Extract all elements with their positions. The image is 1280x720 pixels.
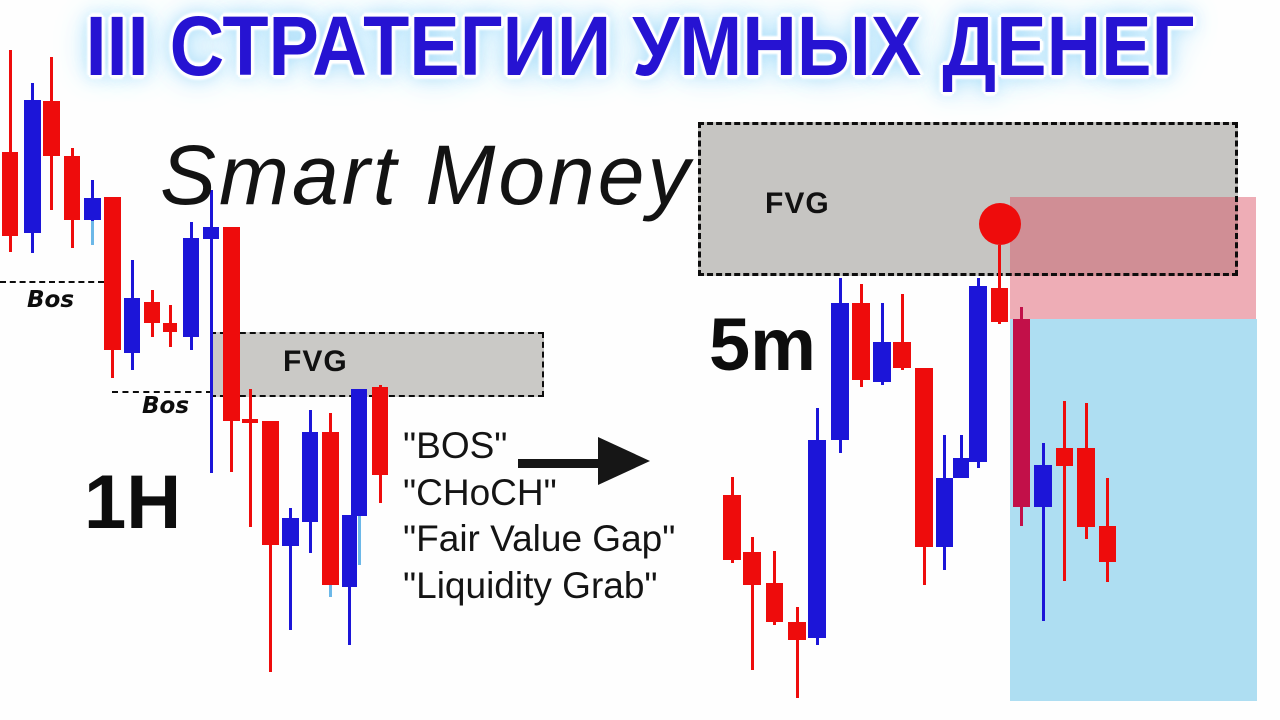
candle-1h-14	[262, 421, 279, 545]
fvg-zone-5m-fill	[698, 122, 1238, 276]
candle-5m-2	[743, 552, 761, 585]
candle-wick-5m-14	[998, 245, 1001, 324]
candle-wick2-1h-19	[357, 516, 361, 565]
candle-1h-16	[302, 432, 318, 522]
candle-wick-5m-17	[1063, 401, 1066, 581]
discount-zone	[1010, 319, 1257, 701]
candle-1h-19	[351, 389, 367, 516]
candle-1h-11	[203, 227, 219, 239]
candle-5m-12	[953, 458, 969, 478]
candle-1h-9	[163, 323, 177, 332]
candle-1h-5	[84, 198, 101, 220]
candle-1h-6	[104, 197, 121, 350]
candle-1h-3	[43, 101, 60, 156]
term-bos: "BOS"	[403, 425, 508, 466]
page-title: III СТРАТЕГИИ УМНЫХ ДЕНЕГ	[85, 0, 1195, 93]
candle-1h-1	[2, 152, 18, 236]
fvg-label-1h: FVG	[283, 345, 348, 378]
term-liquidity-grab: "Liquidity Grab"	[403, 564, 658, 606]
candle-5m-7	[852, 303, 870, 380]
timeframe-label-5m: 5m	[709, 303, 816, 386]
candle-wick-1h-1	[8, 50, 12, 252]
candle-5m-14	[991, 288, 1008, 322]
premium-zone	[1010, 197, 1256, 319]
candle-5m-4	[788, 622, 806, 640]
subtitle-smart-money: Smart Money	[160, 128, 693, 222]
candle-5m-5	[808, 440, 826, 638]
candle-5m-15	[1013, 319, 1030, 507]
candle-5m-11	[936, 478, 953, 547]
candle-5m-8	[873, 342, 891, 382]
bos-label-1: Bos	[27, 287, 75, 313]
bos-line-1h-2	[112, 391, 212, 393]
terms-list: "BOS" "CHoCH" "Fair Value Gap" "Liquidit…	[403, 423, 675, 609]
fvg-zone-5m-border	[698, 122, 1238, 276]
candle-1h-4	[64, 156, 80, 220]
candle-5m-17	[1056, 448, 1073, 466]
arrow-shaft	[518, 459, 602, 468]
entry-marker-circle	[979, 203, 1021, 245]
candle-wick-5m-16	[1041, 443, 1045, 621]
candle-5m-6	[831, 303, 849, 440]
candle-wick2-1h-5	[91, 221, 94, 245]
term-choch: "CHoCH"	[403, 471, 557, 513]
arrow-head	[598, 437, 650, 485]
candle-wick-1h-13	[248, 389, 252, 527]
candle-5m-13	[969, 286, 987, 462]
title-wrap: III СТРАТЕГИИ УМНЫХ ДЕНЕГ	[0, 4, 1280, 88]
candle-1h-17	[322, 432, 339, 585]
candle-wick2-1h-17	[329, 585, 332, 597]
fvg-label-5m: FVG	[765, 187, 830, 220]
candle-wick-1h-14	[269, 421, 272, 672]
timeframe-label-1h: 1H	[84, 460, 182, 545]
candle-5m-1	[723, 495, 741, 560]
candle-1h-12	[223, 227, 240, 421]
candle-wick-5m-12	[959, 435, 963, 478]
candle-1h-7	[124, 298, 140, 353]
candle-5m-9	[893, 342, 911, 368]
candle-wick-1h-15	[289, 508, 292, 630]
term-fair-value-gap: "Fair Value Gap"	[403, 518, 676, 559]
candle-1h-18	[342, 515, 357, 587]
candle-1h-13	[242, 419, 258, 423]
candle-1h-20	[372, 387, 388, 475]
candle-5m-3	[766, 583, 783, 622]
candle-5m-16	[1034, 465, 1052, 507]
candle-wick-5m-4	[795, 607, 799, 698]
candle-1h-10	[183, 238, 199, 337]
bos-line-1h-1	[0, 281, 104, 283]
bos-label-2: Bos	[142, 393, 190, 419]
candle-1h-2	[24, 100, 41, 233]
candle-1h-15	[282, 518, 299, 546]
candle-5m-19	[1099, 526, 1116, 562]
candle-5m-10	[915, 368, 933, 547]
candle-5m-18	[1077, 448, 1095, 527]
candle-wick-1h-11	[209, 190, 213, 473]
candle-wick-5m-2	[750, 537, 754, 670]
candle-wick-5m-9	[900, 294, 904, 370]
candle-1h-8	[144, 302, 160, 323]
fvg-zone-1h	[210, 332, 544, 397]
